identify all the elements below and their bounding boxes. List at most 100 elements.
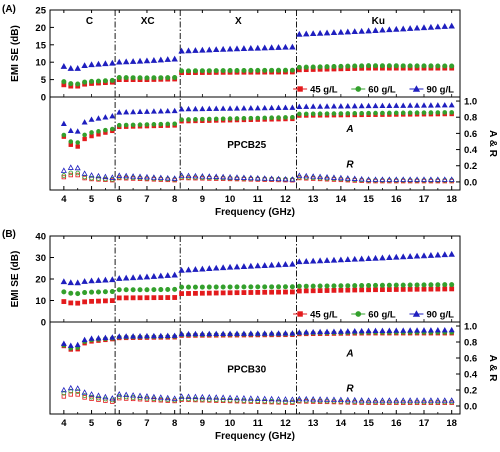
absorption-data-point [351,328,358,334]
reflection-series-2 [60,384,455,403]
se-data-point [442,282,448,288]
se-data-point [399,25,407,32]
absorption-data-point [434,102,441,108]
absorption-data-point [386,327,393,333]
absorption-data-point [414,102,421,108]
se-data-point [282,67,288,73]
se-data-point [151,295,157,301]
reflection-data-point [178,393,185,399]
se-data-point [102,60,109,67]
se-data-point [109,289,115,295]
absorption-annotation: A [345,348,353,359]
absorption-data-point [331,111,337,116]
se-data-point [102,276,109,283]
absorption-data-point [254,104,261,111]
reflection-data-point [386,397,393,403]
band-label: C [86,16,93,27]
absorption-data-point [240,105,247,111]
absorption-data-point [393,327,400,333]
se-data-point [75,300,81,306]
x-tick-label: 18 [446,194,457,205]
se-data-point [247,262,255,269]
se-data-point [413,24,421,31]
se-data-point [143,273,151,280]
absorption-data-point [227,116,233,121]
se-data-point [269,67,275,73]
absorption-data-point [393,110,399,116]
absorption-data-point [220,116,226,122]
absorption-data-point [199,330,206,337]
se-data-point [386,26,393,33]
se-data-point [143,57,151,64]
absorption-data-point [158,121,164,127]
reflection-data-point [82,393,87,398]
x-tick-label: 10 [225,194,236,205]
se-data-point [213,284,219,290]
absorption-data-point [240,330,247,336]
absorption-series-2 [60,101,455,134]
se-data-point [227,290,233,296]
legend-marker [297,86,303,92]
reflection-data-point [372,397,379,403]
absorption-data-point [102,114,109,120]
reflection-data-point [81,389,88,395]
reflection-data-point [289,396,296,402]
reflection-data-point [116,172,123,178]
reflection-annotation: R [346,159,354,170]
reflection-data-point [393,397,400,403]
se-data-point [289,284,295,290]
x-tick-label: 14 [336,194,347,205]
se-data-point [82,299,88,305]
se-data-point [303,30,310,37]
se-data-point [442,63,448,69]
se-data-point [89,298,94,304]
absorption-data-point [227,330,234,336]
se-data-point [399,253,407,260]
reflection-data-point [351,175,358,181]
absorption-data-point [400,102,407,108]
se-data-point [406,25,414,31]
legend-entry: 45 g/L [293,310,338,321]
absorption-data-point [150,332,157,339]
absorption-data-point [164,107,171,114]
se-data-point [241,290,247,295]
se-data-point [282,43,289,50]
reflection-data-point [157,394,164,400]
absorption-data-point [448,326,455,333]
absorption-data-point [123,122,129,128]
se-data-point [74,279,81,286]
reflection-data-point [420,397,428,403]
absorption-data-point [81,119,88,125]
panel-label: (A) [2,4,16,15]
x-tick-label: 8 [172,194,177,205]
se-data-point [393,63,399,69]
absorption-data-point [344,103,351,109]
absorption-data-point [143,108,150,114]
se-data-point [400,282,406,288]
top-y-tick-label: 0 [41,318,46,329]
band-label: XC [141,16,155,27]
se-data-point [303,64,309,70]
se-data-point [317,283,323,289]
absorption-data-point [275,330,282,336]
absorption-data-point [296,329,303,335]
absorption-data-point [200,116,205,122]
absorption-data-point [283,115,288,120]
absorption-data-point [247,105,254,111]
se-data-point [158,75,164,81]
se-data-point [130,75,136,81]
sample-label: PPCB25 [227,140,266,151]
absorption-data-point [365,327,372,334]
reflection-data-point [130,173,137,179]
se-data-point [60,278,68,285]
x-tick-label: 17 [419,194,430,205]
bottom-y-tick-label: 0.2 [464,386,477,397]
reflection-data-point [434,176,441,182]
se-data-point [129,274,137,281]
se-data-point [68,300,74,306]
se-data-point [179,284,185,290]
se-data-point [199,284,205,290]
top-y-tick-label: 15 [35,40,46,51]
top-y-tick-label: 0 [41,93,46,104]
absorption-data-point [109,334,116,340]
